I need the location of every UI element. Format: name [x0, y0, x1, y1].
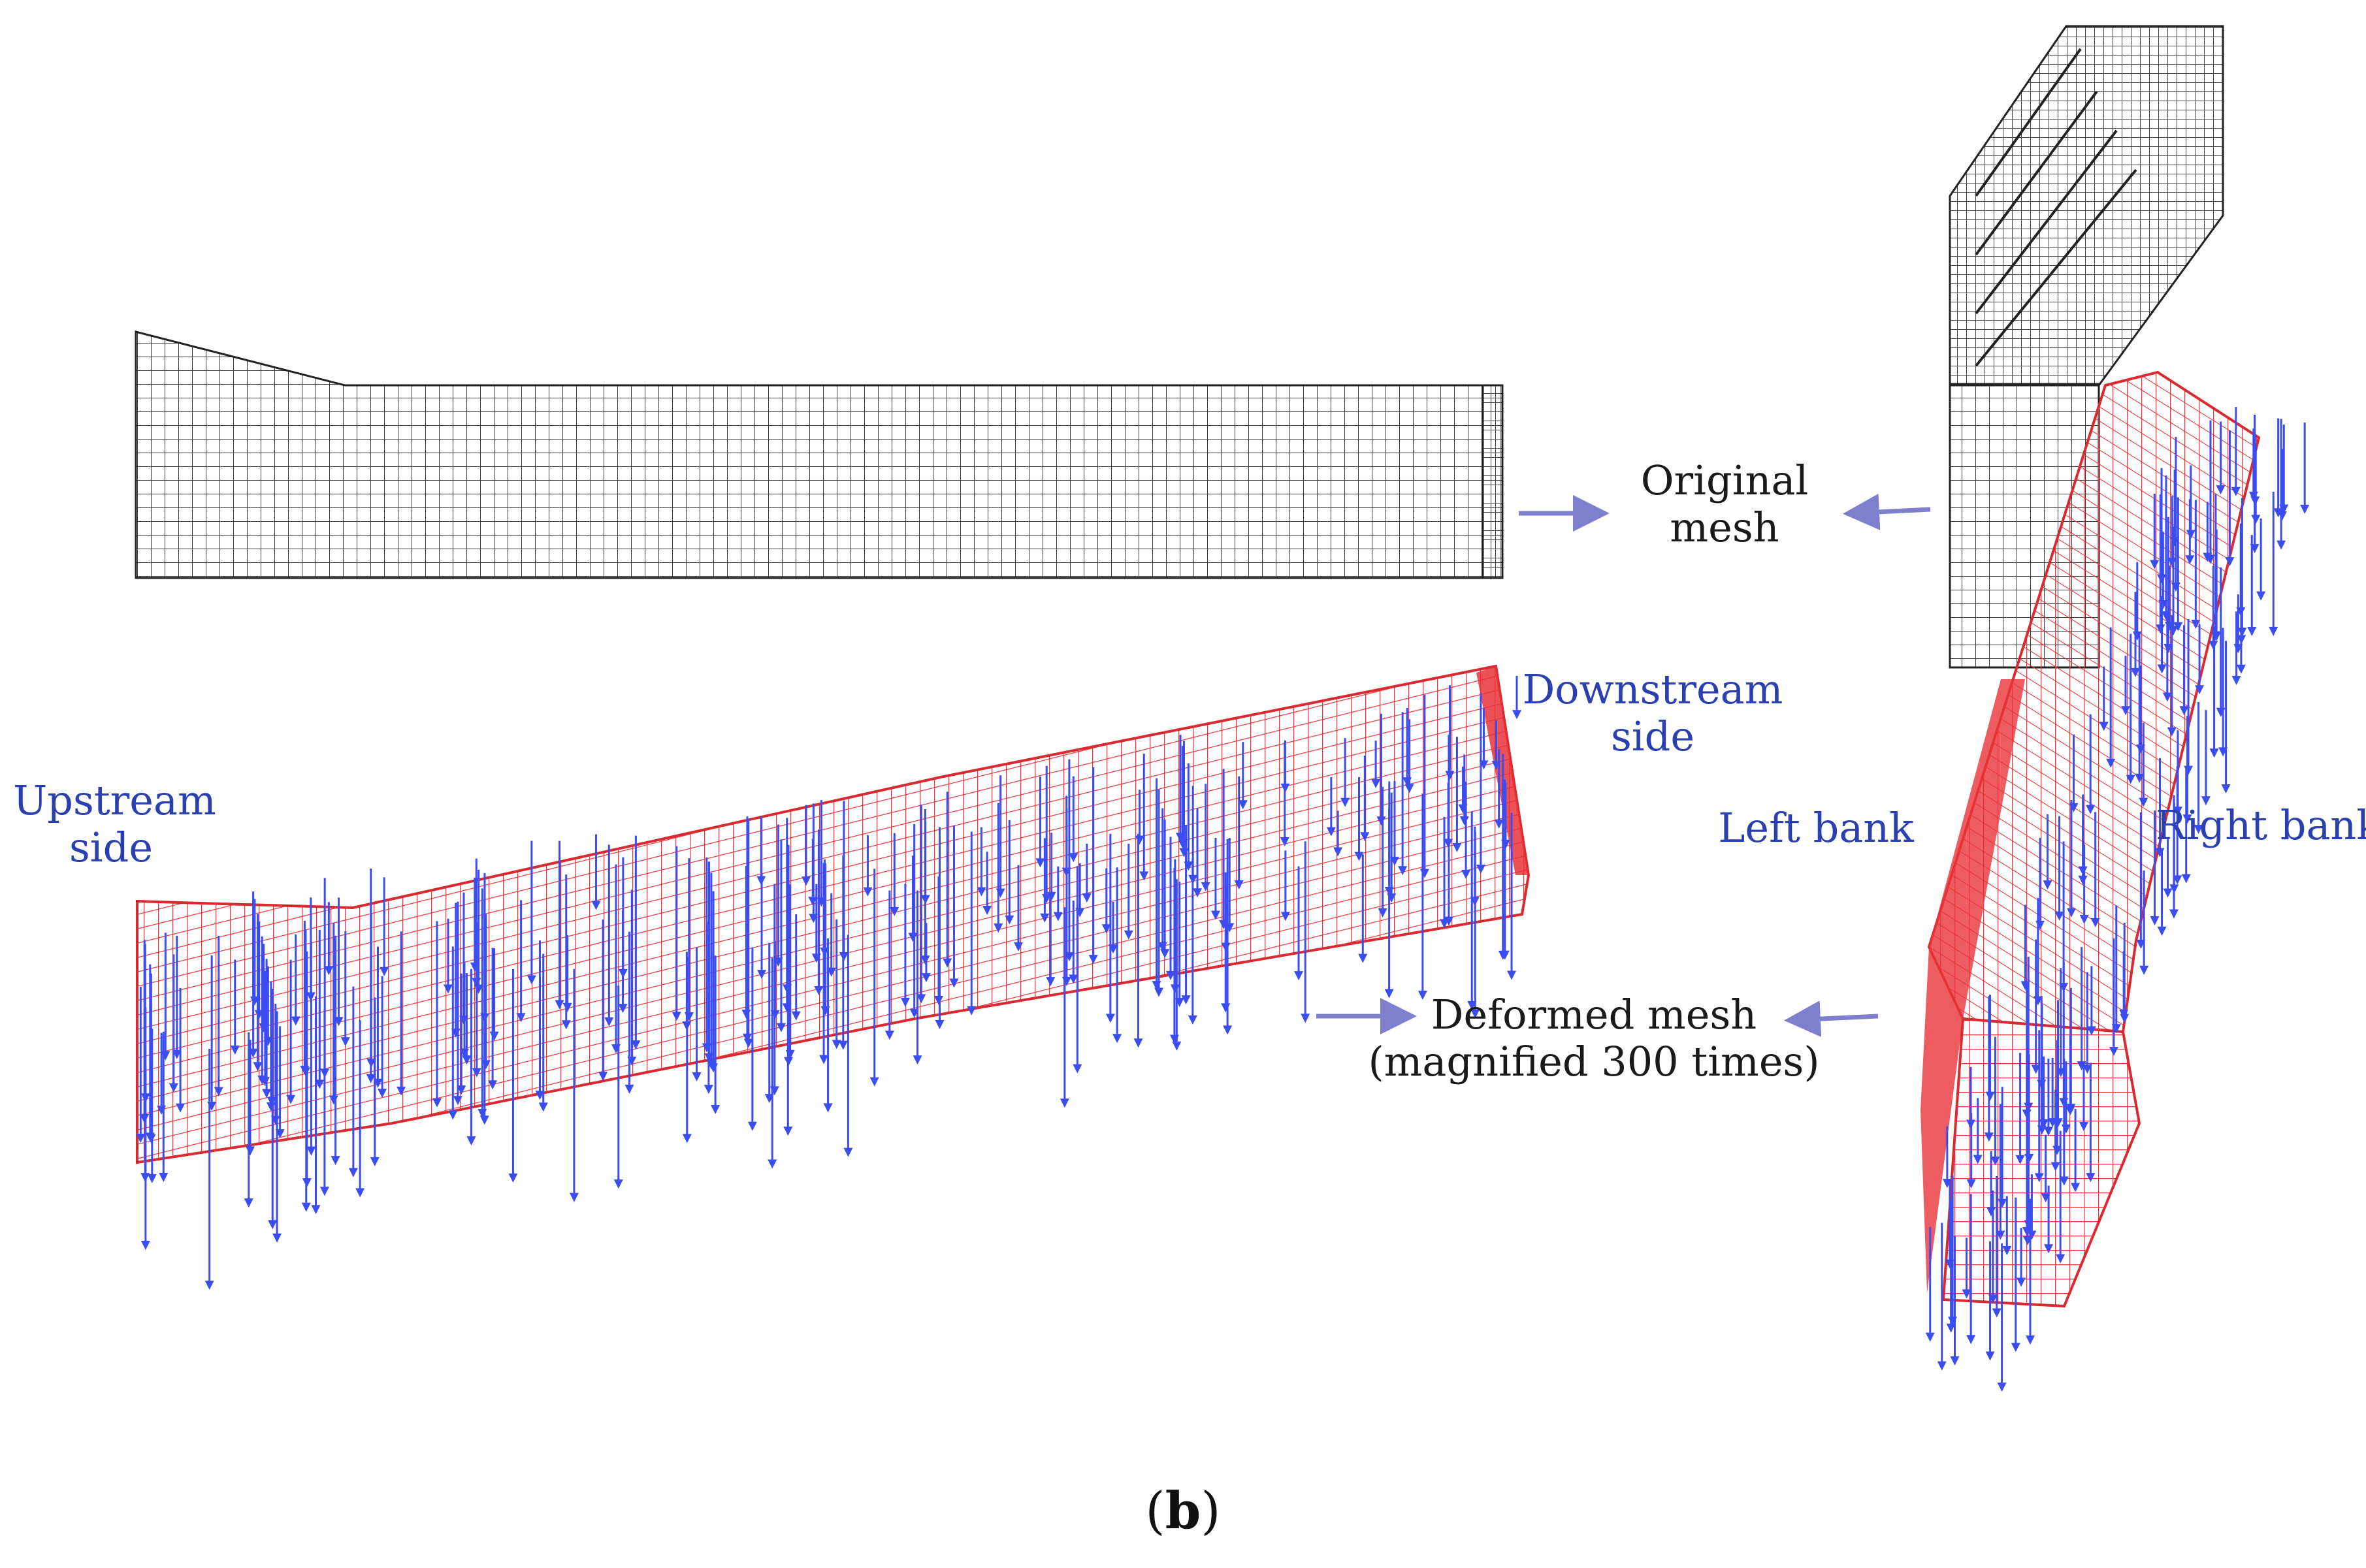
upstream-side-label: Upstream side [13, 776, 216, 871]
deformed-mesh-plan-view [1920, 370, 2310, 1392]
original-mesh-side-view [135, 330, 1504, 579]
deformed-mesh-label-line1: Deformed mesh [1431, 991, 1757, 1038]
right-bank-label: Right bank [2156, 801, 2366, 849]
original-mesh-label-line2: mesh [1670, 504, 1779, 551]
upstream-side-label-line1: Upstream [13, 776, 216, 824]
caption-close-paren: ) [1201, 1482, 1221, 1541]
deformed-mesh-side-view [136, 664, 1531, 1290]
original-mesh-label: Original mesh [1620, 457, 1829, 551]
caption-letter: b [1165, 1481, 1201, 1541]
caption-open-paren: ( [1145, 1482, 1165, 1541]
side-displacement-arrows [136, 675, 1522, 1290]
original-mesh-label-line1: Original [1640, 456, 1809, 504]
figure-caption: (b) [1118, 1481, 1248, 1541]
pointer-arrows [1316, 493, 1931, 1038]
plan-displacement-arrows [1925, 407, 2310, 1392]
deformed-mesh-label-line2: (magnified 300 times) [1368, 1038, 1820, 1085]
upstream-side-label-line2: side [69, 824, 154, 871]
downstream-side-label-line2: side [1610, 712, 1695, 760]
downstream-side-label: Downstream side [1522, 666, 1783, 760]
left-bank-label: Left bank [1718, 804, 1914, 852]
downstream-side-label-line1: Downstream [1522, 665, 1783, 713]
deformed-mesh-label: Deformed mesh (magnified 300 times) [1359, 991, 1829, 1085]
